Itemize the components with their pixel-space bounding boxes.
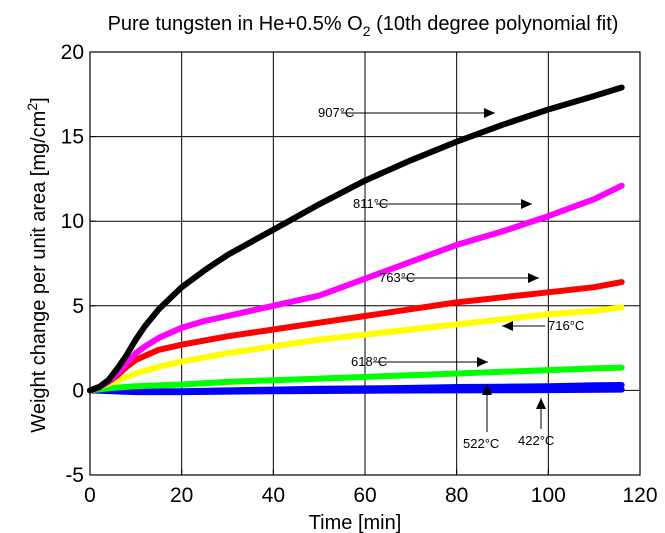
annotation-label-618c: 618°C <box>351 354 387 369</box>
series-line-716c <box>87 304 625 394</box>
annotation-label-422c: 422°C <box>518 433 554 448</box>
annotation-label-907c: 907°C <box>318 105 354 120</box>
y-tick-label: 0 <box>72 379 84 402</box>
y-axis-label-superscript: 2 <box>24 103 40 111</box>
series-line-907c <box>87 84 625 394</box>
annotation-618c: 618°C <box>351 354 488 369</box>
annotation-716c: 716°C <box>502 318 584 333</box>
annotations: 907°C 811°C 763°C 716°C 618°C 522°C 422°C <box>318 105 584 451</box>
chart-title: Pure tungsten in He+0.5% O2 (10th degree… <box>108 13 619 39</box>
annotation-arrowhead-907c <box>484 108 495 118</box>
x-tick-label: 20 <box>170 484 193 507</box>
annotation-label-763c: 763°C <box>379 270 415 285</box>
annotation-arrowhead-522c <box>482 384 492 395</box>
annotation-763c: 763°C <box>379 270 539 285</box>
x-tick-label: 80 <box>445 484 468 507</box>
series-line-811c <box>87 182 625 394</box>
y-axis-label-close: ] <box>28 97 50 103</box>
series-line-618c <box>87 364 625 394</box>
x-tick-label: 40 <box>262 484 285 507</box>
x-axis-label: Time [min] <box>309 512 402 533</box>
annotation-label-522c: 522°C <box>463 436 499 451</box>
y-axis-label: Weight change per unit area [mg/cm2] <box>24 97 50 432</box>
annotation-arrowhead-716c <box>502 321 513 331</box>
grid-lines <box>90 52 640 475</box>
y-tick-label: -5 <box>65 464 84 487</box>
x-tick-label: 120 <box>622 484 657 507</box>
chart-title-part-1: Pure tungsten in He+0.5% O <box>108 13 363 35</box>
series-lines <box>87 84 625 396</box>
y-tick-label: 10 <box>61 210 84 233</box>
annotation-label-716c: 716°C <box>548 318 584 333</box>
chart-title-part-3: (10th degree polynomial fit) <box>371 13 619 35</box>
series-line-522c <box>87 382 625 395</box>
annotation-522c: 522°C <box>463 384 499 451</box>
chart-title-subscript: 2 <box>363 23 371 39</box>
annotation-arrowhead-618c <box>477 357 488 367</box>
annotation-arrowhead-811c <box>521 199 532 209</box>
annotation-422c: 422°C <box>518 398 554 448</box>
annotation-arrowhead-763c <box>528 273 539 283</box>
y-axis-label-main: Weight change per unit area [mg/cm <box>28 111 50 433</box>
annotation-907c: 907°C <box>318 105 495 120</box>
annotation-811c: 811°C <box>353 196 532 211</box>
x-tick-label: 60 <box>353 484 376 507</box>
y-tick-label: 15 <box>61 126 84 149</box>
annotation-arrowhead-422c <box>536 398 546 409</box>
y-tick-label: 5 <box>72 295 84 318</box>
x-tick-label: 0 <box>84 484 96 507</box>
x-tick-label: 100 <box>531 484 566 507</box>
y-tick-label: 20 <box>61 41 84 64</box>
annotation-label-811c: 811°C <box>353 196 388 211</box>
